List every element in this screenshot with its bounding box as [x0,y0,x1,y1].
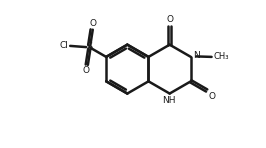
Text: N: N [193,51,200,60]
Text: O: O [89,19,96,28]
Text: NH: NH [162,96,175,105]
Text: O: O [82,66,89,75]
Text: S: S [86,42,92,52]
Text: O: O [166,15,173,24]
Text: O: O [209,92,216,101]
Text: Cl: Cl [59,41,68,50]
Text: CH₃: CH₃ [213,52,228,61]
